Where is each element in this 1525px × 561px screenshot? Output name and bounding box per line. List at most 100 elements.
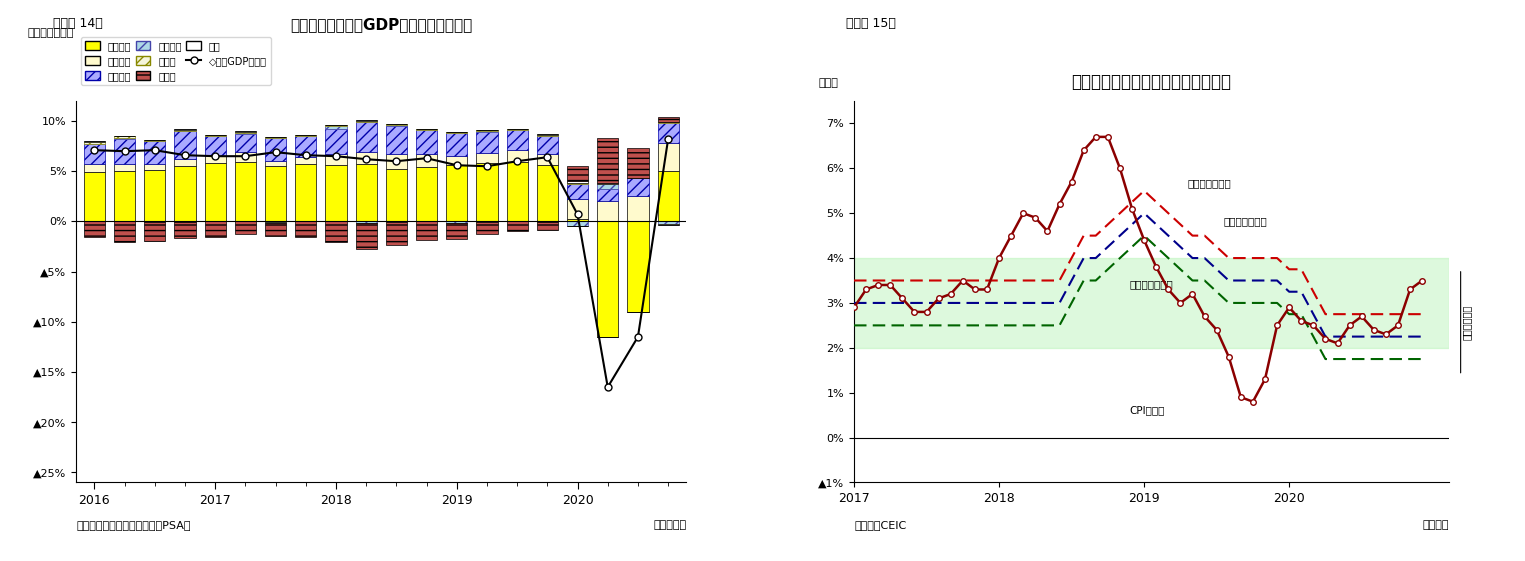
Bar	[416, 129, 438, 130]
Bar	[296, 222, 316, 237]
Bar	[114, 164, 136, 171]
Bar	[325, 165, 346, 222]
Bar	[598, 185, 618, 189]
Bar	[265, 137, 287, 138]
Bar	[296, 136, 316, 157]
Bar	[506, 222, 528, 232]
Bar	[325, 129, 346, 154]
Bar	[174, 129, 195, 130]
Bar	[265, 222, 287, 223]
Legend: 民間消費, 政府消費, 資本投資, 在庫変動, 貴重品, 純輸出, 誤差, ◇実質GDP成長率: 民間消費, 政府消費, 資本投資, 在庫変動, 貴重品, 純輸出, 誤差, ◇実…	[81, 37, 271, 85]
Bar	[447, 133, 467, 156]
Bar	[386, 222, 407, 223]
Bar	[598, 201, 618, 222]
Bar	[386, 169, 407, 222]
Bar	[447, 223, 467, 238]
Bar	[447, 222, 467, 223]
Text: CPI上昇率: CPI上昇率	[1130, 405, 1165, 415]
Bar	[145, 164, 165, 170]
Text: （前年同期比）: （前年同期比）	[27, 28, 73, 38]
Bar	[416, 167, 438, 222]
Bar	[657, 122, 679, 123]
Bar	[174, 222, 195, 223]
Text: 翌日物借入金利: 翌日物借入金利	[1188, 178, 1231, 188]
Bar	[174, 166, 195, 222]
Bar	[265, 161, 287, 166]
Bar	[598, 222, 618, 337]
Bar	[537, 136, 558, 154]
Bar	[854, 258, 1449, 348]
Bar	[235, 162, 256, 222]
Bar	[114, 222, 136, 242]
Bar	[537, 222, 558, 223]
Bar	[657, 222, 679, 224]
Bar	[476, 223, 497, 234]
Bar	[204, 163, 226, 222]
Bar	[145, 140, 165, 141]
Bar	[145, 141, 165, 164]
Bar	[537, 154, 558, 165]
Bar	[84, 144, 105, 164]
Bar	[476, 153, 497, 163]
Bar	[204, 222, 226, 237]
Bar	[657, 224, 679, 226]
Bar	[355, 122, 377, 152]
Bar	[84, 164, 105, 172]
Bar	[204, 136, 226, 156]
Bar	[567, 185, 589, 199]
Bar	[296, 135, 316, 136]
Bar	[657, 171, 679, 222]
Bar	[416, 130, 438, 154]
Bar	[476, 130, 497, 131]
Bar	[416, 154, 438, 167]
Bar	[114, 136, 136, 138]
Text: （％）: （％）	[819, 78, 839, 88]
Bar	[476, 222, 497, 223]
Bar	[657, 143, 679, 171]
Bar	[296, 157, 316, 164]
Bar	[84, 172, 105, 222]
Bar	[386, 126, 407, 154]
Bar	[627, 196, 648, 222]
Bar	[537, 223, 558, 231]
Bar	[537, 134, 558, 135]
Title: フィリピンのインフレ率と政策金利: フィリピンのインフレ率と政策金利	[1072, 73, 1231, 91]
Bar	[145, 222, 165, 223]
Bar	[325, 126, 346, 129]
Bar	[355, 164, 377, 222]
Bar	[355, 121, 377, 122]
Bar	[627, 222, 648, 312]
Bar	[235, 132, 256, 133]
Bar	[114, 139, 136, 164]
Bar	[325, 154, 346, 165]
Text: （資料）CEIC: （資料）CEIC	[854, 520, 906, 530]
Bar	[235, 152, 256, 162]
Bar	[265, 138, 287, 161]
Bar	[476, 131, 497, 132]
Bar	[174, 130, 195, 131]
Bar	[174, 131, 195, 159]
Bar	[235, 134, 256, 152]
Bar	[416, 222, 438, 240]
Bar	[386, 154, 407, 169]
Text: （図表 15）: （図表 15）	[846, 17, 897, 30]
Bar	[476, 132, 497, 153]
Bar	[567, 222, 589, 227]
Bar	[174, 159, 195, 166]
Bar	[84, 222, 105, 237]
Bar	[598, 189, 618, 201]
Bar	[386, 124, 407, 125]
Bar	[598, 138, 618, 183]
Text: （四半期）: （四半期）	[653, 520, 686, 530]
Bar	[235, 222, 256, 234]
Bar	[537, 165, 558, 222]
Bar	[506, 150, 528, 162]
Bar	[567, 166, 589, 181]
Bar	[537, 135, 558, 136]
Bar	[355, 120, 377, 121]
Bar	[84, 141, 105, 142]
Bar	[506, 162, 528, 222]
Bar	[265, 166, 287, 222]
Bar	[235, 131, 256, 132]
Bar	[145, 170, 165, 222]
